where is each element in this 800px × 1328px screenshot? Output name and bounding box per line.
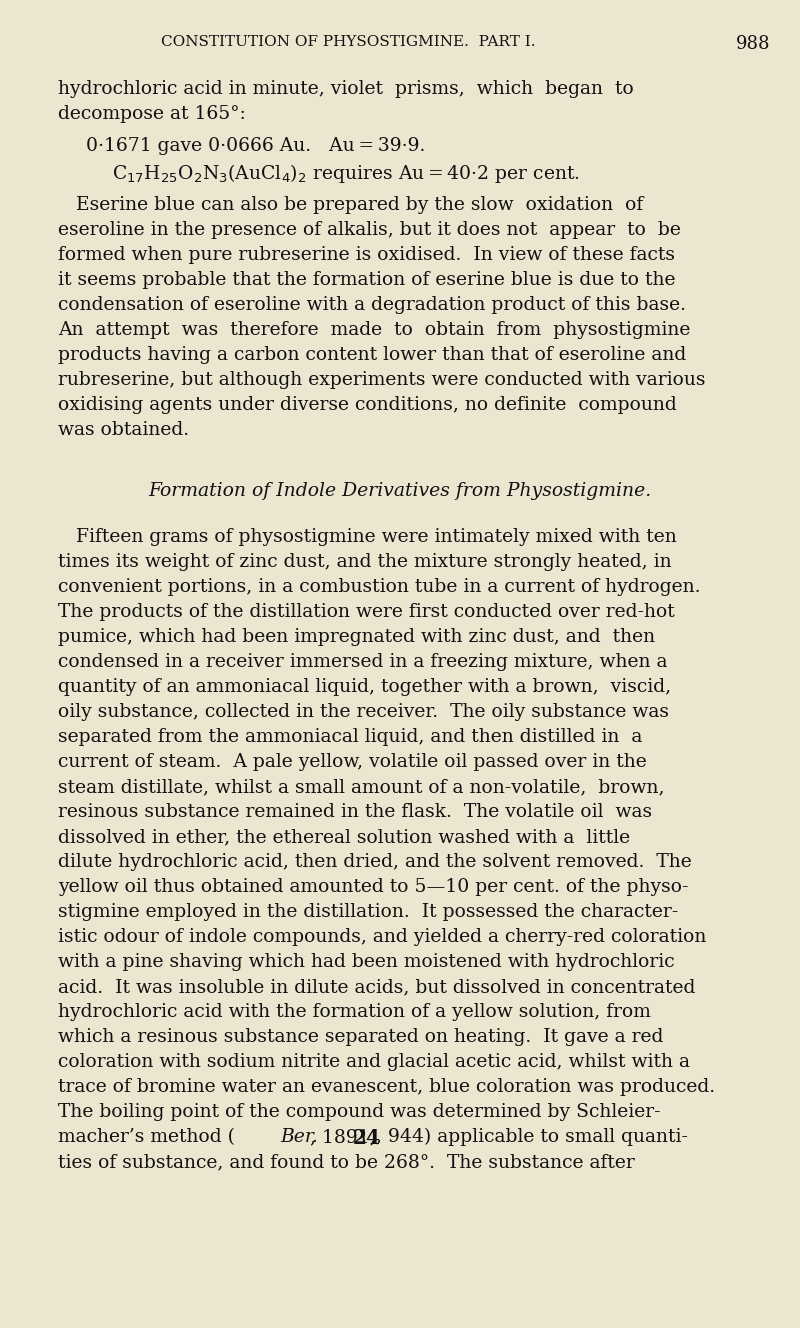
Text: decompose at 165°:: decompose at 165°: — [58, 105, 246, 124]
Text: was obtained.: was obtained. — [58, 421, 189, 440]
Text: Fifteen grams of physostigmine were intimately mixed with ten: Fifteen grams of physostigmine were inti… — [58, 529, 677, 546]
Text: separated from the ammoniacal liquid, and then distilled in  a: separated from the ammoniacal liquid, an… — [58, 728, 642, 746]
Text: dilute hydrochloric acid, then dried, and the solvent removed.  The: dilute hydrochloric acid, then dried, an… — [58, 853, 692, 871]
Text: with a pine shaving which had been moistened with hydrochloric: with a pine shaving which had been moist… — [58, 954, 674, 971]
Text: hydrochloric acid with the formation of a yellow solution, from: hydrochloric acid with the formation of … — [58, 1003, 651, 1021]
Text: CONSTITUTION OF PHYSOSTIGMINE.  PART I.: CONSTITUTION OF PHYSOSTIGMINE. PART I. — [161, 35, 535, 49]
Text: condensation of eseroline with a degradation product of this base.: condensation of eseroline with a degrada… — [58, 296, 686, 313]
Text: stigmine employed in the distillation.  It possessed the character-: stigmine employed in the distillation. I… — [58, 903, 678, 922]
Text: quantity of an ammoniacal liquid, together with a brown,  viscid,: quantity of an ammoniacal liquid, togeth… — [58, 679, 671, 696]
Text: , 944) applicable to small quanti-: , 944) applicable to small quanti- — [376, 1127, 688, 1146]
Text: oily substance, collected in the receiver.  The oily substance was: oily substance, collected in the receive… — [58, 703, 669, 721]
Text: eseroline in the presence of alkalis, but it does not  appear  to  be: eseroline in the presence of alkalis, bu… — [58, 220, 681, 239]
Text: current of steam.  A pale yellow, volatile oil passed over in the: current of steam. A pale yellow, volatil… — [58, 753, 646, 772]
Text: condensed in a receiver immersed in a freezing mixture, when a: condensed in a receiver immersed in a fr… — [58, 653, 667, 671]
Text: The products of the distillation were first conducted over red-hot: The products of the distillation were fi… — [58, 603, 674, 622]
Text: , 1891,: , 1891, — [310, 1127, 382, 1146]
Text: Formation of Indole Derivatives from Physostigmine.: Formation of Indole Derivatives from Phy… — [148, 482, 652, 501]
Text: which a resinous substance separated on heating.  It gave a red: which a resinous substance separated on … — [58, 1028, 663, 1046]
Text: C$_{17}$H$_{25}$O$_2$N$_3$(AuCl$_4$)$_2$ requires Au = 40·2 per cent.: C$_{17}$H$_{25}$O$_2$N$_3$(AuCl$_4$)$_2$… — [112, 162, 580, 185]
Text: The boiling point of the compound was determined by Schleier-: The boiling point of the compound was de… — [58, 1104, 661, 1121]
Text: rubreserine, but although experiments were conducted with various: rubreserine, but although experiments we… — [58, 371, 706, 389]
Text: Eserine blue can also be prepared by the slow  oxidation  of: Eserine blue can also be prepared by the… — [58, 197, 643, 214]
Text: pumice, which had been impregnated with zinc dust, and  then: pumice, which had been impregnated with … — [58, 628, 655, 645]
Text: 24: 24 — [353, 1127, 381, 1147]
Text: formed when pure rubreserine is oxidised.  In view of these facts: formed when pure rubreserine is oxidised… — [58, 246, 675, 264]
Text: ties of substance, and found to be 268°.  The substance after: ties of substance, and found to be 268°.… — [58, 1153, 634, 1171]
Text: An  attempt  was  therefore  made  to  obtain  from  physostigmine: An attempt was therefore made to obtain … — [58, 321, 690, 339]
Text: resinous substance remained in the flask.  The volatile oil  was: resinous substance remained in the flask… — [58, 803, 652, 821]
Text: trace of bromine water an evanescent, blue coloration was produced.: trace of bromine water an evanescent, bl… — [58, 1078, 715, 1096]
Text: oxidising agents under diverse conditions, no definite  compound: oxidising agents under diverse condition… — [58, 396, 677, 414]
Text: acid.  It was insoluble in dilute acids, but dissolved in concentrated: acid. It was insoluble in dilute acids, … — [58, 977, 695, 996]
Text: hydrochloric acid in minute, violet  prisms,  which  began  to: hydrochloric acid in minute, violet pris… — [58, 80, 634, 98]
Text: steam distillate, whilst a small amount of a non-volatile,  brown,: steam distillate, whilst a small amount … — [58, 778, 665, 795]
Text: convenient portions, in a combustion tube in a current of hydrogen.: convenient portions, in a combustion tub… — [58, 578, 701, 596]
Text: products having a carbon content lower than that of eseroline and: products having a carbon content lower t… — [58, 347, 686, 364]
Text: macher’s method (: macher’s method ( — [58, 1127, 235, 1146]
Text: dissolved in ether, the ethereal solution washed with a  little: dissolved in ether, the ethereal solutio… — [58, 827, 630, 846]
Text: yellow oil thus obtained amounted to 5—10 per cent. of the physo-: yellow oil thus obtained amounted to 5—1… — [58, 878, 689, 896]
Text: Ber.: Ber. — [280, 1127, 318, 1146]
Text: coloration with sodium nitrite and glacial acetic acid, whilst with a: coloration with sodium nitrite and glaci… — [58, 1053, 690, 1070]
Text: 988: 988 — [735, 35, 770, 53]
Text: it seems probable that the formation of eserine blue is due to the: it seems probable that the formation of … — [58, 271, 675, 290]
Text: 0·1671 gave 0·0666 Au.   Au = 39·9.: 0·1671 gave 0·0666 Au. Au = 39·9. — [86, 137, 426, 155]
Text: istic odour of indole compounds, and yielded a cherry-red coloration: istic odour of indole compounds, and yie… — [58, 928, 706, 946]
Text: times its weight of zinc dust, and the mixture strongly heated, in: times its weight of zinc dust, and the m… — [58, 552, 672, 571]
